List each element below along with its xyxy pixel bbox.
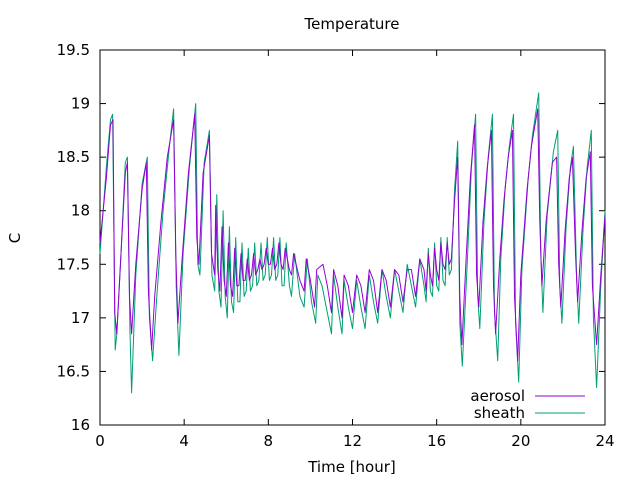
y-tick-label: 17.5 bbox=[57, 255, 90, 273]
x-axis-label: Time [hour] bbox=[307, 458, 396, 476]
y-tick-label: 19.5 bbox=[57, 41, 90, 59]
series-line-sheath bbox=[99, 92, 606, 394]
x-tick-label: 8 bbox=[264, 432, 274, 450]
axis-ticks: 16 16.5 17 17.5 18 18.5 19 19.5 0 4 8 12 16 20 24 bbox=[57, 41, 615, 450]
x-tick-label: 20 bbox=[511, 432, 530, 450]
legend: aerosol sheath bbox=[470, 387, 585, 422]
y-tick-label: 19 bbox=[71, 95, 90, 113]
x-tick-label: 0 bbox=[95, 432, 105, 450]
legend-label-sheath: sheath bbox=[474, 404, 525, 422]
y-axis-label: C bbox=[6, 233, 24, 243]
legend-label-aerosol: aerosol bbox=[470, 387, 525, 405]
series-line-aerosol bbox=[99, 108, 606, 362]
y-tick-label: 16.5 bbox=[57, 362, 90, 380]
x-tick-label: 24 bbox=[595, 432, 614, 450]
x-tick-label: 16 bbox=[427, 432, 446, 450]
x-tick-label: 4 bbox=[179, 432, 189, 450]
x-tick-label: 12 bbox=[343, 432, 362, 450]
chart-title: Temperature bbox=[303, 15, 399, 33]
y-tick-label: 16 bbox=[71, 416, 90, 434]
y-tick-label: 18.5 bbox=[57, 148, 90, 166]
series-lines bbox=[99, 92, 606, 394]
y-tick-label: 18 bbox=[71, 202, 90, 220]
y-tick-label: 17 bbox=[71, 309, 90, 327]
